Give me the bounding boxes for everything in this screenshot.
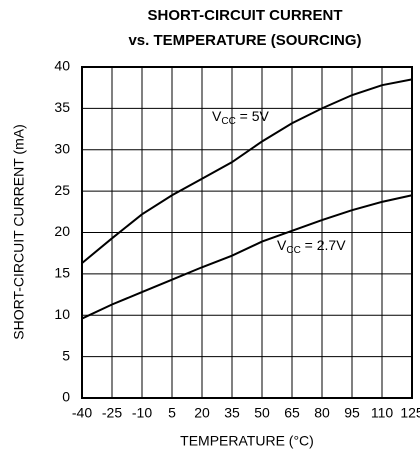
x-tick-label: -40 (72, 405, 92, 421)
x-tick-label: 35 (224, 405, 240, 421)
x-tick-label: 20 (194, 405, 210, 421)
y-tick-label: 35 (54, 99, 70, 115)
y-tick-label: 30 (54, 140, 70, 156)
x-tick-label: 125 (400, 405, 420, 421)
plot-border (81, 66, 413, 399)
y-tick-label: 25 (54, 182, 70, 198)
annotation-sub: CC (286, 245, 300, 256)
y-tick-label: 40 (54, 58, 70, 74)
x-tick-label: 50 (254, 405, 270, 421)
annotation: VCC = 2.7V (277, 237, 346, 256)
y-axis-label: SHORT-CIRCUIT CURRENT (mA) (11, 124, 27, 339)
x-tick-label: -25 (102, 405, 122, 421)
y-tick-label: 0 (62, 389, 70, 405)
x-tick-label: 95 (344, 405, 360, 421)
y-tick-label: 5 (62, 347, 70, 363)
y-tick-label: 15 (54, 265, 70, 281)
annotation-sub: CC (221, 116, 235, 127)
annotation: VCC = 5V (212, 108, 270, 127)
annotation-main: V (277, 237, 287, 253)
y-tick-label: 10 (54, 306, 70, 322)
annotation-rest: = 2.7V (301, 237, 346, 253)
annotation-main: V (212, 108, 222, 124)
x-tick-label: 65 (284, 405, 300, 421)
x-tick-label: 80 (314, 405, 330, 421)
x-tick-label: 110 (371, 405, 394, 421)
series-line (81, 194, 413, 320)
y-tick-label: 20 (54, 223, 70, 239)
x-axis-label: TEMPERATURE (°C) (180, 433, 314, 449)
chart-title: SHORT-CIRCUIT CURRENT (148, 7, 343, 24)
chart-title: vs. TEMPERATURE (SOURCING) (128, 32, 361, 49)
annotation-rest: = 5V (236, 108, 270, 124)
x-tick-label: 5 (168, 405, 176, 421)
series-line (81, 78, 413, 264)
x-tick-label: -10 (132, 405, 152, 421)
